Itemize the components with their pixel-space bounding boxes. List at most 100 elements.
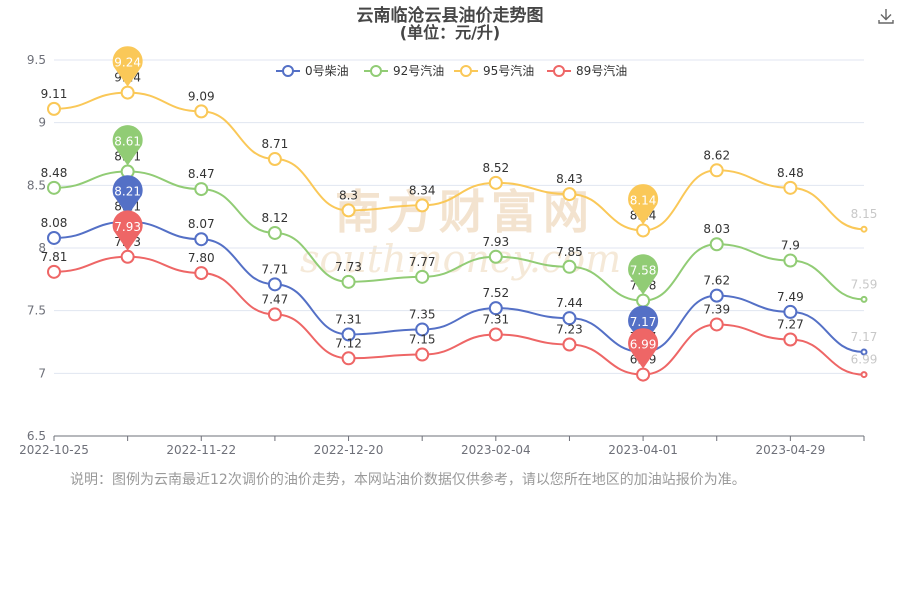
markpoint-pin: 7.17	[628, 305, 659, 347]
data-point	[709, 317, 724, 332]
data-label: 6.99	[851, 353, 878, 367]
data-point	[562, 187, 577, 202]
x-tick-label: 2022-10-25	[19, 443, 89, 457]
markpoint-shape	[628, 184, 659, 225]
data-label: 7.52	[482, 286, 509, 300]
data-label: 8.62	[703, 148, 730, 162]
data-point	[415, 269, 430, 284]
markpoint-pin: 6.99	[628, 328, 659, 369]
data-label: 8.71	[262, 137, 289, 151]
y-tick-label: 9	[38, 116, 46, 130]
legend-marker	[460, 65, 472, 77]
data-label: 7.81	[41, 250, 68, 264]
data-point	[860, 348, 868, 356]
legend-item[interactable]: 0号柴油	[276, 64, 349, 78]
data-label: 7.59	[851, 277, 878, 291]
data-label: 8.03	[703, 222, 730, 236]
legend-label: 95号汽油	[483, 63, 534, 78]
markpoint-shape	[112, 175, 143, 216]
legend-label: 0号柴油	[305, 64, 349, 78]
data-label: 7.9	[781, 239, 800, 253]
data-point	[709, 237, 724, 252]
markpoint-shape	[628, 254, 659, 295]
data-point	[194, 182, 209, 197]
data-point	[341, 351, 356, 366]
markpoint-pin: 7.93	[112, 210, 143, 251]
y-tick-label: 8.5	[27, 178, 46, 192]
data-label: 8.52	[482, 161, 509, 175]
chart-note: 说明：图例为云南最近12次调价的油价走势，本网站油价数据仅供参考，请以您所在地区…	[70, 472, 746, 488]
series-89号汽油	[47, 249, 868, 382]
legend-label: 89号汽油	[576, 63, 627, 78]
download-icon	[878, 9, 894, 24]
data-point	[194, 232, 209, 247]
data-label: 7.31	[335, 312, 362, 326]
data-label: 7.71	[262, 262, 289, 276]
data-label: 7.35	[409, 307, 436, 321]
data-label: 8.34	[409, 183, 436, 197]
legend-item[interactable]: 89号汽油	[547, 63, 627, 78]
data-label: 7.12	[335, 336, 362, 350]
data-label: 7.85	[556, 245, 583, 259]
markpoint-label: 8.14	[630, 193, 657, 207]
data-label: 7.17	[851, 330, 878, 344]
markpoint-label: 6.99	[630, 338, 657, 352]
data-point	[47, 264, 61, 279]
data-label: 9.11	[41, 87, 68, 101]
markpoint-shape	[628, 328, 659, 369]
legend[interactable]: 0号柴油 92号汽油 95号汽油 89号汽油	[276, 63, 627, 78]
data-point	[783, 304, 798, 319]
data-label: 7.47	[262, 292, 289, 306]
data-point	[120, 249, 135, 264]
y-tick-label: 7.5	[27, 304, 46, 318]
x-tick-label: 2023-02-04	[461, 443, 531, 457]
data-label: 7.49	[777, 290, 804, 304]
data-point	[562, 259, 577, 274]
markpoint-pin: 8.61	[112, 125, 143, 166]
series-95号汽油	[47, 85, 868, 238]
watermark-text: 南方财富网	[335, 185, 595, 239]
series-layer	[47, 85, 868, 382]
markpoint-pin: 8.14	[628, 184, 659, 225]
data-point	[636, 367, 651, 382]
data-point	[488, 175, 503, 190]
data-point	[562, 311, 577, 326]
markpoint-label: 8.61	[114, 135, 141, 149]
legend-marker	[370, 65, 382, 77]
data-point	[709, 288, 724, 303]
chart-subtitle: (单位：元/升)	[400, 23, 500, 42]
data-label: 8.3	[339, 188, 358, 202]
data-point	[194, 266, 209, 281]
markpoint-label: 7.93	[114, 220, 141, 234]
data-label: 9.09	[188, 89, 215, 103]
legend-item[interactable]: 95号汽油	[454, 63, 534, 78]
x-tick-label: 2023-04-29	[755, 443, 825, 457]
y-tick-label: 6.5	[27, 429, 46, 443]
legend-marker	[282, 65, 294, 77]
download-button[interactable]	[876, 6, 896, 26]
data-label: 8.15	[851, 207, 878, 221]
data-point	[860, 371, 868, 379]
markpoint-label: 8.21	[114, 185, 141, 199]
data-point	[860, 295, 868, 303]
data-point	[47, 230, 61, 245]
x-tick-label: 2022-11-22	[166, 443, 236, 457]
markpoint-layer: 8.21 7.17 8.61 7.58 9.24 8.14 7.93 6.99	[112, 46, 659, 369]
data-label: 7.44	[556, 296, 583, 310]
data-point	[120, 85, 135, 100]
data-label: 7.62	[703, 274, 730, 288]
data-label: 7.39	[703, 302, 730, 316]
data-label: 8.48	[777, 166, 804, 180]
data-point	[47, 180, 61, 195]
data-label: 8.08	[41, 216, 68, 230]
data-label: 7.31	[482, 312, 509, 326]
data-point	[783, 253, 798, 268]
legend-marker	[553, 65, 565, 77]
legend-item[interactable]: 92号汽油	[364, 63, 444, 78]
y-tick-label: 8	[38, 241, 46, 255]
legend-label: 92号汽油	[393, 63, 444, 78]
data-point	[267, 307, 282, 322]
markpoint-shape	[628, 305, 659, 347]
